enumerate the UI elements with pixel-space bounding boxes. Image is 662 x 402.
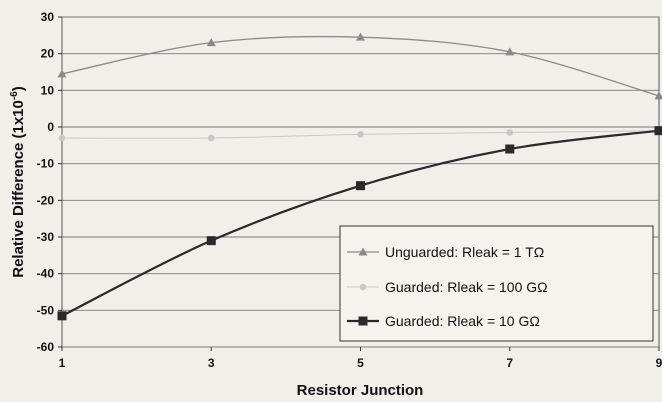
legend-box [339, 225, 654, 342]
legend-label: Unguarded: Rleak = 1 TΩ [385, 244, 544, 260]
data-point-circle [357, 131, 364, 138]
y-axis-ticks: 30 20 10 0 -10 -20 -30 -40 -50 -60 [37, 10, 62, 354]
x-tick-label: 3 [208, 356, 215, 370]
x-tick-label: 9 [656, 356, 662, 370]
y-tick-label: 20 [41, 47, 55, 61]
legend-items: Unguarded: Rleak = 1 TΩ Guarded: Rleak = … [347, 244, 548, 329]
data-point-square [206, 236, 216, 246]
legend-item: Unguarded: Rleak = 1 TΩ [347, 244, 544, 260]
y-tick-label: 0 [47, 120, 54, 134]
y-axis-title: Relative Difference (1x10-6) [9, 86, 27, 278]
data-point-triangle [356, 32, 365, 41]
y-tick-label: -60 [37, 340, 55, 354]
data-point-square [57, 311, 67, 321]
y-tick-label: -20 [37, 193, 55, 207]
x-axis-ticks: 1 3 5 7 9 [59, 347, 662, 370]
y-tick-label: 30 [41, 10, 55, 24]
series-square [57, 126, 662, 321]
legend-marker-square [358, 316, 368, 326]
y-axis-title-exponent: -6 [9, 91, 20, 100]
data-point-circle [207, 134, 215, 142]
series-triangle [57, 32, 662, 100]
y-tick-label: 10 [41, 83, 55, 97]
data-point-circle [58, 134, 66, 142]
legend-marker-circle [359, 283, 367, 291]
data-point-triangle [654, 91, 662, 100]
legend: Unguarded: Rleak = 1 TΩ Guarded: Rleak = … [339, 225, 654, 342]
data-point-square [356, 181, 365, 191]
x-tick-label: 1 [59, 356, 66, 370]
legend-marker-triangle [358, 247, 368, 256]
data-point-triangle [206, 38, 216, 47]
data-point-square [654, 126, 662, 136]
x-tick-label: 7 [506, 356, 513, 370]
y-tick-label: -40 [37, 267, 55, 281]
legend-item: Guarded: Rleak = 100 GΩ [347, 279, 548, 295]
data-point-triangle [57, 69, 67, 78]
data-point-circle [506, 129, 514, 136]
x-axis-title: Resistor Junction [297, 382, 424, 399]
y-tick-label: -10 [37, 157, 55, 171]
y-tick-label: -50 [37, 303, 55, 317]
legend-item: Guarded: Rleak = 10 GΩ [347, 313, 540, 329]
legend-label: Guarded: Rleak = 10 GΩ [385, 313, 540, 329]
y-tick-label: -30 [37, 230, 55, 244]
legend-label: Guarded: Rleak = 100 GΩ [385, 279, 548, 295]
data-point-triangle [505, 47, 515, 56]
x-tick-label: 5 [357, 356, 364, 370]
series-group [57, 32, 662, 321]
data-point-square [505, 144, 515, 154]
